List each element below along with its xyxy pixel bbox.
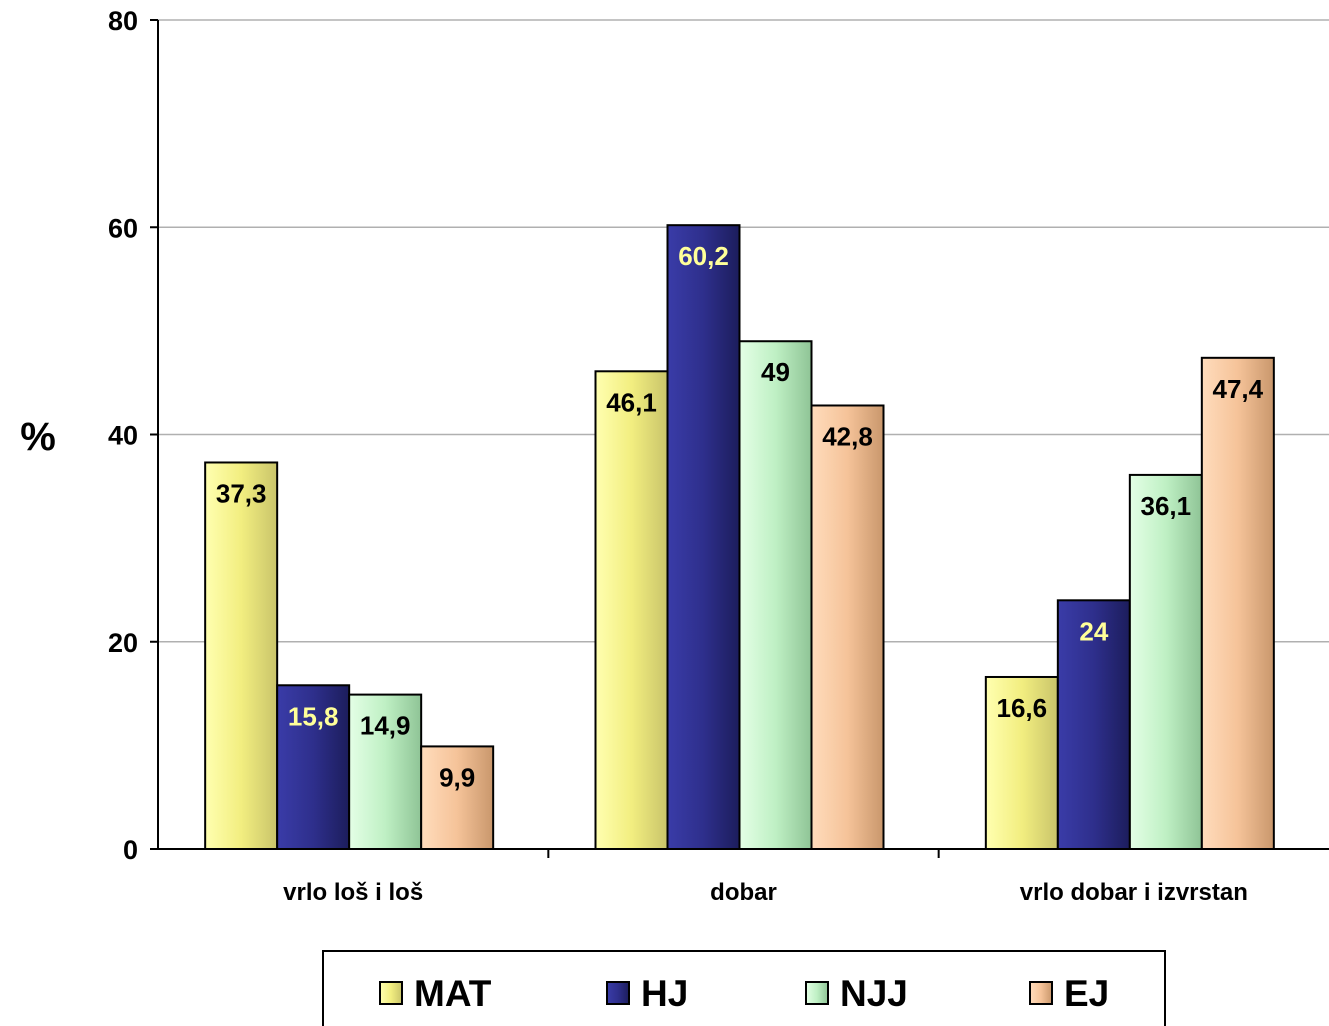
legend-box [322, 950, 1166, 1026]
data-label: 15,8 [288, 701, 339, 731]
legend-label-mat: MAT [414, 973, 492, 1014]
y-tick-label: 20 [108, 628, 138, 658]
x-tick-label: vrlo loš i loš [283, 879, 423, 906]
legend-swatch-mat [379, 981, 403, 1005]
bar-ej [810, 404, 885, 850]
bar-mat [594, 370, 669, 850]
bar-hj [276, 684, 351, 851]
legend-label-ej: EJ [1064, 973, 1109, 1014]
y-axis-label: % [20, 415, 56, 459]
legend-swatch-hj [606, 981, 630, 1005]
x-tick-label: vrlo dobar i izvrstan [1020, 879, 1248, 906]
bar-njj [348, 693, 423, 850]
bar-ej [420, 745, 495, 851]
data-label: 9,9 [439, 762, 475, 792]
data-label: 36,1 [1141, 491, 1192, 521]
bar-njj [738, 340, 813, 850]
legend: MAT HJ NJJ EJ [322, 950, 1166, 1026]
data-label: 42,8 [822, 421, 873, 451]
data-label: 49 [761, 357, 790, 387]
bar-ej [1200, 356, 1275, 850]
legend-swatch-ej [1029, 981, 1053, 1005]
y-tick-label: 0 [123, 835, 138, 865]
bars [204, 224, 1275, 851]
data-label: 60,2 [678, 241, 729, 271]
bar-hj [1056, 599, 1131, 850]
data-label: 16,6 [997, 693, 1048, 723]
y-tick-label: 60 [108, 213, 138, 243]
bar-njj [1128, 473, 1203, 850]
data-label: 47,4 [1213, 374, 1264, 404]
data-label: 14,9 [360, 711, 411, 741]
data-label: 37,3 [216, 478, 267, 508]
y-tick-label: 40 [108, 421, 138, 451]
legend-label-hj: HJ [641, 973, 688, 1014]
bar-mat [204, 461, 279, 850]
bar-hj [666, 224, 741, 851]
legend-swatch-njj [805, 981, 829, 1005]
legend-label-njj: NJJ [840, 973, 908, 1014]
y-tick-label: 80 [108, 6, 138, 36]
x-tick-label: dobar [710, 879, 777, 906]
data-labels: 37,3 15,8 14,9 9,9 46,1 60,2 49 42,8 16,6 24 36,1 4… [216, 241, 1264, 792]
data-label: 46,1 [606, 387, 657, 417]
data-label: 24 [1079, 616, 1108, 646]
